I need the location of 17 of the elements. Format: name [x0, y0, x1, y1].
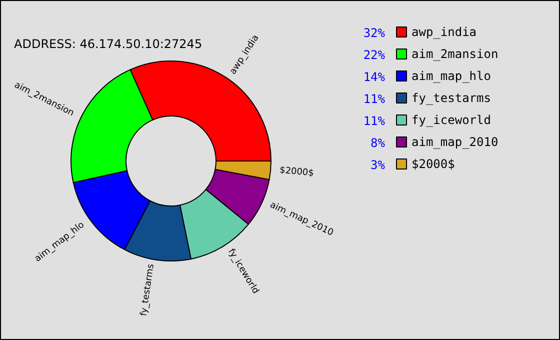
legend-label: aim_map_hlo [412, 69, 491, 83]
slice-label: fy_testarms [139, 262, 156, 317]
data-label: 32% [363, 26, 386, 40]
data-label: 14% [363, 70, 386, 84]
slice-label: $2000$ [279, 166, 314, 179]
data-label: 8% [370, 136, 386, 150]
data-label: 3% [370, 158, 386, 172]
legend-label: aim_2mansion [412, 47, 498, 61]
data-label: 11% [363, 92, 386, 106]
legend-label: aim_map_2010 [412, 135, 498, 149]
text: ADDRESS: 46.174.50.10:27245 [14, 37, 202, 51]
data-label: 11% [363, 114, 386, 128]
legend-label: fy_iceworld [412, 113, 491, 127]
legend-label: fy_testarms [412, 91, 491, 105]
legend-label: awp_india [412, 25, 477, 39]
data-label: 22% [363, 48, 386, 62]
legend-label: $2000$ [412, 157, 455, 171]
